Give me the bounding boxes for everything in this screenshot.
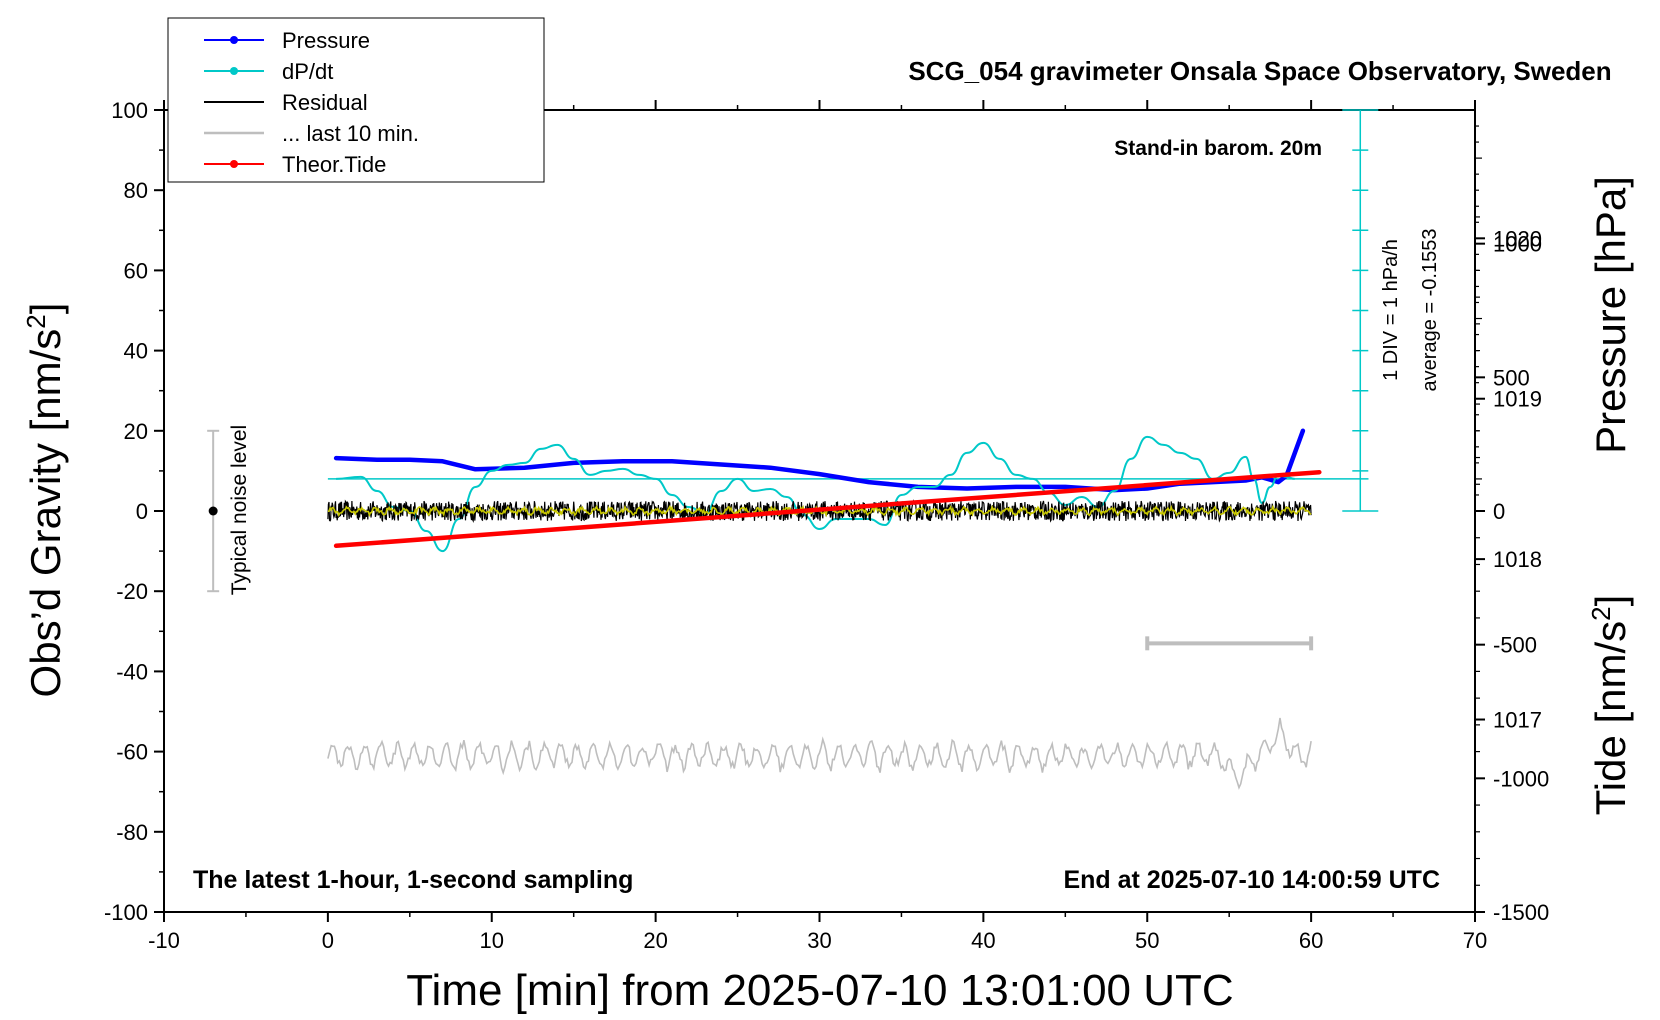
tide-tick-label: -1000 xyxy=(1493,766,1549,791)
y-axis-label-pressure: Pressure [hPa] xyxy=(1587,176,1634,454)
noise-level-annotation: Typical noise level xyxy=(228,425,251,595)
x-tick-label: 60 xyxy=(1299,928,1323,953)
pressure-line xyxy=(333,428,1306,493)
tide-tick-label: -1500 xyxy=(1493,900,1549,925)
y-tick-label: -60 xyxy=(116,740,148,765)
noise-level-center-dot xyxy=(208,506,218,516)
legend-items: Pressure dP/dt Residual ... last 10 min. The… xyxy=(204,28,419,177)
legend-box xyxy=(167,17,545,183)
y-axis-label-gravity-end: ] xyxy=(22,303,69,315)
pressure-tick-label: 1018 xyxy=(1493,547,1542,572)
x-tick-label: 30 xyxy=(807,928,831,953)
gray-curve-line xyxy=(327,717,1312,790)
x-tick-label: -10 xyxy=(148,928,180,953)
y-tick-label: -40 xyxy=(116,659,148,684)
div-annotation: 1 DIV = 1 hPa/h xyxy=(1380,239,1402,381)
y-axis-label-gravity-main: Obs’d Gravity [nm/s xyxy=(22,329,69,698)
pressure-tick-label: 1019 xyxy=(1493,387,1542,412)
end-time-annotation: End at 2025-07-10 14:00:59 UTC xyxy=(1063,866,1440,894)
y-axis-label-gravity-sup: 2 xyxy=(21,314,51,328)
tide-tick-label: 1000 xyxy=(1493,232,1542,257)
x-tick-label: 0 xyxy=(322,928,334,953)
x-tick-label: 10 xyxy=(480,928,504,953)
residual-line xyxy=(327,499,1312,523)
legend-marker xyxy=(230,67,238,75)
legend-label: Theor.Tide xyxy=(282,152,386,177)
legend: Pressure dP/dt Residual ... last 10 min. The… xyxy=(167,17,545,183)
latest-hour-annotation: The latest 1-hour, 1-second sampling xyxy=(193,866,633,894)
x-axis-label: Time [min] from 2025-07-10 13:01:00 UTC xyxy=(406,966,1233,1015)
y-tick-label: 0 xyxy=(136,499,148,524)
dpdt-line xyxy=(336,435,1295,553)
legend-label: dP/dt xyxy=(282,59,333,84)
legend-label: ... last 10 min. xyxy=(282,121,419,146)
series-layer xyxy=(207,109,1379,790)
axes-layer: -10 0 10 20 30 40 50 60 70100806040200-20-40-60-… xyxy=(104,98,1549,953)
y-axis-label-tide: Tide [nm/s2] xyxy=(1586,595,1634,816)
legend-label: Pressure xyxy=(282,28,370,53)
pressure-tick-label: 1020 xyxy=(1493,226,1542,251)
pressure-tick-label: 1017 xyxy=(1493,708,1542,733)
y-tick-label: 20 xyxy=(124,419,148,444)
chart-title: SCG_054 gravimeter Onsala Space Observat… xyxy=(908,56,1611,86)
y-tick-label: 100 xyxy=(111,98,148,123)
legend-marker xyxy=(230,36,238,44)
y-tick-label: 80 xyxy=(124,178,148,203)
tide-tick-label: -500 xyxy=(1493,633,1537,658)
y-axis-label-tide-end: ] xyxy=(1587,595,1634,607)
x-tick-label: 50 xyxy=(1135,928,1159,953)
theoretical-tide-line xyxy=(333,469,1322,549)
x-tick-label: 20 xyxy=(643,928,667,953)
average-annotation: average = -0.1553 xyxy=(1419,229,1441,392)
y-axis-label-gravity: Obs’d Gravity [nm/s2] xyxy=(21,303,69,698)
x-tick-label: 70 xyxy=(1463,928,1487,953)
y-tick-label: 60 xyxy=(124,258,148,283)
x-tick-label: 40 xyxy=(971,928,995,953)
tide-tick-label: 500 xyxy=(1493,365,1530,390)
legend-marker xyxy=(230,160,238,168)
tide-tick-label: 0 xyxy=(1493,499,1505,524)
y-axis-label-tide-main: Tide [nm/s xyxy=(1587,621,1634,816)
legend-label: Residual xyxy=(282,90,368,115)
y-tick-label: -80 xyxy=(116,820,148,845)
y-tick-label: -100 xyxy=(104,900,148,925)
y-tick-label: -20 xyxy=(116,579,148,604)
barometer-annotation: Stand-in barom. 20m xyxy=(1114,137,1322,160)
y-axis-label-tide-sup: 2 xyxy=(1586,606,1616,620)
y-tick-label: 40 xyxy=(124,339,148,364)
